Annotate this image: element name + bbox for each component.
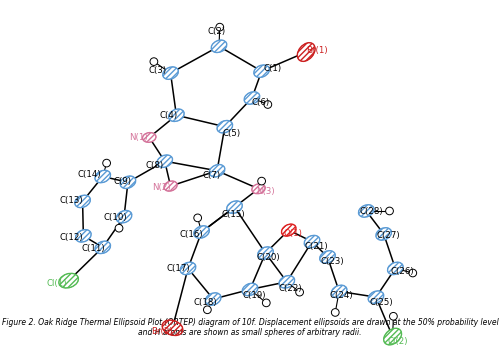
Ellipse shape (376, 228, 392, 240)
Text: C(18): C(18) (194, 298, 217, 307)
Ellipse shape (279, 276, 294, 288)
Text: C(20): C(20) (257, 253, 280, 262)
Text: C(15): C(15) (222, 210, 246, 219)
Ellipse shape (194, 226, 210, 238)
Ellipse shape (142, 133, 156, 142)
Text: C(28): C(28) (359, 207, 382, 216)
Text: N(2): N(2) (152, 183, 171, 192)
Text: C(17): C(17) (166, 264, 190, 273)
Ellipse shape (244, 92, 260, 104)
Ellipse shape (206, 293, 221, 305)
Text: Figure 2. Oak Ridge Thermal Ellipsoid Plot (ORTEP) diagram of 10f. Displacement : Figure 2. Oak Ridge Thermal Ellipsoid Pl… (2, 318, 498, 337)
Ellipse shape (304, 235, 320, 248)
Text: C(23): C(23) (320, 257, 344, 266)
Text: Cl(1): Cl(1) (47, 279, 68, 288)
Ellipse shape (76, 230, 91, 242)
Text: C(10): C(10) (104, 213, 127, 222)
Text: Br(1): Br(1) (306, 46, 328, 55)
Ellipse shape (211, 40, 227, 53)
Text: C(13): C(13) (59, 196, 83, 205)
Text: C(24): C(24) (330, 292, 353, 300)
Ellipse shape (95, 241, 110, 253)
Text: Br(2): Br(2) (151, 327, 172, 336)
Text: C(1): C(1) (264, 64, 281, 73)
Text: C(11): C(11) (81, 244, 105, 253)
Text: C(19): C(19) (242, 292, 266, 300)
Text: O(1): O(1) (284, 229, 303, 238)
Circle shape (386, 207, 394, 215)
Text: C(2): C(2) (208, 27, 226, 36)
Circle shape (216, 23, 224, 31)
Ellipse shape (332, 285, 347, 298)
Circle shape (204, 306, 211, 313)
Circle shape (262, 299, 270, 307)
Ellipse shape (358, 205, 374, 217)
Circle shape (264, 101, 272, 108)
Ellipse shape (168, 109, 184, 121)
Text: N(3): N(3) (256, 187, 275, 196)
Text: C(25): C(25) (370, 298, 394, 307)
Text: N(1): N(1) (129, 133, 148, 142)
Text: C(22): C(22) (279, 284, 302, 293)
Ellipse shape (254, 65, 270, 77)
Ellipse shape (242, 283, 258, 296)
Circle shape (258, 177, 266, 185)
Text: C(21): C(21) (305, 242, 328, 251)
Ellipse shape (162, 320, 183, 335)
Circle shape (296, 288, 304, 296)
Text: C(27): C(27) (377, 231, 400, 240)
Text: C(16): C(16) (180, 230, 203, 239)
Ellipse shape (164, 181, 177, 191)
Text: C(5): C(5) (222, 129, 240, 138)
Ellipse shape (163, 67, 178, 79)
Circle shape (194, 214, 202, 222)
Ellipse shape (368, 291, 384, 303)
Circle shape (390, 312, 398, 320)
Ellipse shape (258, 247, 274, 259)
Circle shape (150, 58, 158, 65)
Circle shape (332, 309, 339, 316)
Text: C(3): C(3) (148, 66, 167, 74)
Text: C(4): C(4) (160, 112, 178, 120)
Circle shape (115, 225, 123, 232)
Ellipse shape (59, 273, 78, 288)
Text: C(14): C(14) (78, 170, 101, 179)
Text: C(26): C(26) (390, 267, 413, 276)
Ellipse shape (217, 120, 232, 133)
Text: C(6): C(6) (252, 98, 270, 107)
Ellipse shape (95, 170, 110, 183)
Ellipse shape (252, 184, 265, 194)
Text: C(12): C(12) (59, 233, 83, 241)
Ellipse shape (75, 195, 90, 208)
Ellipse shape (282, 224, 296, 236)
Ellipse shape (120, 176, 136, 189)
Circle shape (409, 269, 416, 277)
Text: C(9): C(9) (113, 176, 131, 186)
Text: C(8): C(8) (146, 161, 164, 170)
Circle shape (102, 159, 110, 167)
Ellipse shape (157, 155, 172, 167)
Ellipse shape (226, 201, 242, 213)
Ellipse shape (388, 262, 403, 275)
Ellipse shape (180, 262, 196, 275)
Ellipse shape (298, 43, 315, 61)
Text: Cl(2): Cl(2) (388, 337, 408, 346)
Ellipse shape (116, 210, 132, 223)
Ellipse shape (384, 328, 402, 345)
Ellipse shape (210, 164, 225, 177)
Ellipse shape (320, 251, 336, 263)
Text: C(7): C(7) (202, 171, 220, 180)
